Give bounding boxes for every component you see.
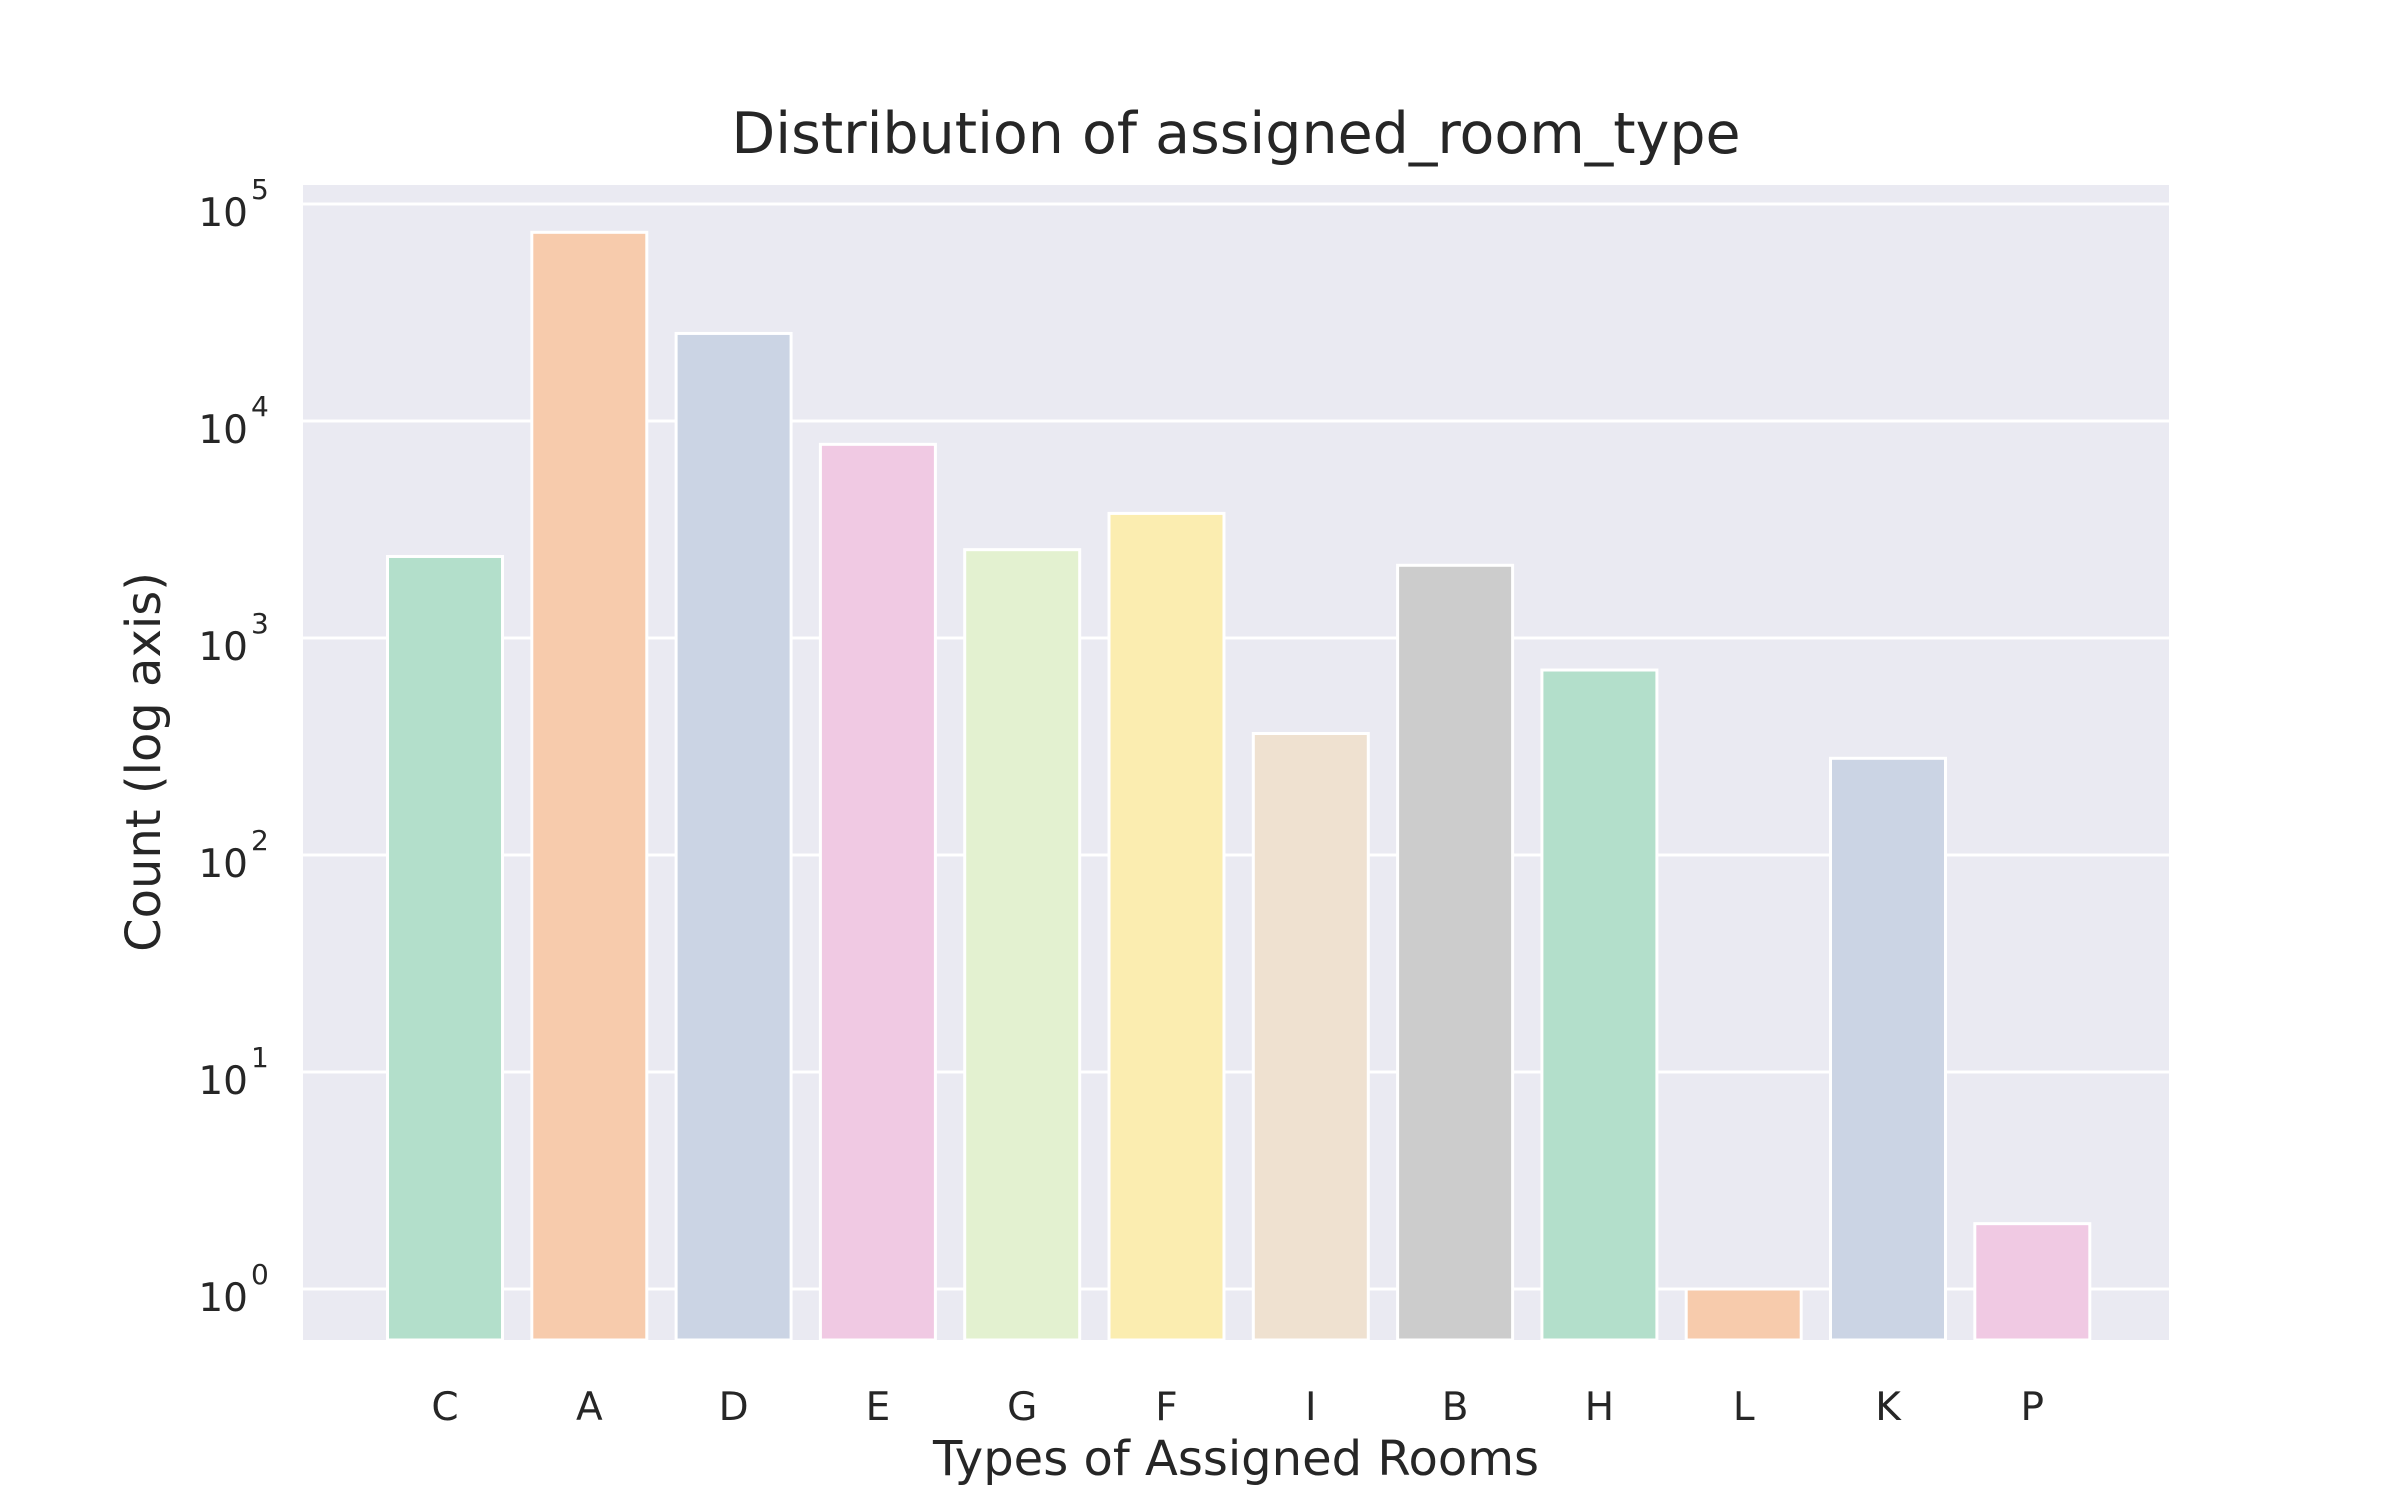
y-tick-label: 10 [198,191,248,236]
y-tick-label: 10 [198,1276,248,1321]
y-tick-exponent: 1 [251,1041,269,1074]
x-tick-label: D [719,1385,749,1430]
y-tick-label: 10 [198,842,248,887]
x-tick-label: K [1875,1385,1902,1430]
bar-L [1684,1287,1803,1342]
y-tick-exponent: 2 [251,824,269,857]
bar-C [386,554,504,1342]
bar-G [963,548,1082,1342]
bar-E [818,442,937,1342]
bar-K [1829,756,1947,1342]
y-tick-exponent: 0 [251,1258,269,1291]
bar-I [1251,732,1370,1342]
bar-A [530,230,649,1342]
y-tick-exponent: 3 [251,607,269,640]
x-tick-label: G [1007,1385,1037,1430]
bar-D [674,331,793,1342]
x-tick-label: F [1155,1385,1177,1430]
x-tick-label: P [2021,1385,2045,1430]
x-tick-label: I [1305,1385,1317,1430]
y-tick-label: 10 [198,625,248,670]
x-tick-label: A [576,1385,603,1430]
chart-title: Distribution of assigned_room_type [731,101,1740,167]
y-tick-label: 10 [198,1059,248,1104]
x-tick-label: H [1585,1385,1614,1430]
x-axis-label: Types of Assigned Rooms [932,1431,1539,1487]
y-tick-exponent: 5 [251,173,269,206]
bar-H [1540,668,1659,1342]
bar-P [1973,1222,2092,1342]
y-tick-label: 10 [198,408,248,453]
bar-F [1107,511,1226,1342]
x-tick-label: B [1442,1385,1469,1430]
x-tick-label: C [431,1385,458,1430]
bar-B [1396,563,1515,1342]
y-axis-label: Count (log axis) [116,572,172,952]
x-tick-label: L [1733,1385,1755,1430]
x-tick-label: E [866,1385,891,1430]
y-tick-exponent: 4 [251,390,269,423]
bars [386,230,2092,1342]
